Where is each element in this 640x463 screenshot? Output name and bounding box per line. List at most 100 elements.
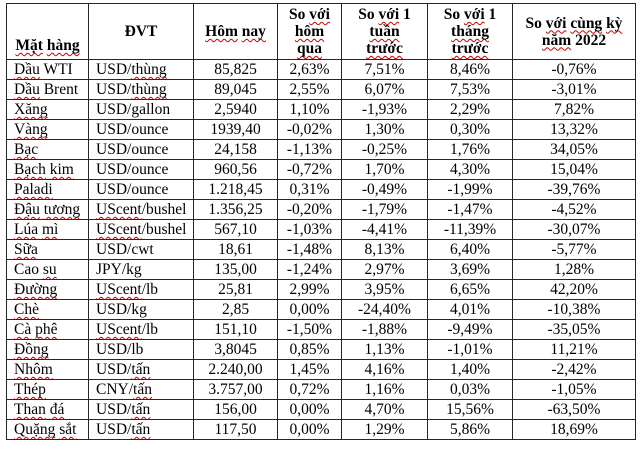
cell-name: Than đá: [6, 399, 89, 420]
cell-vs-month: 1,76%: [427, 139, 513, 160]
cell-name: Đường: [6, 279, 89, 300]
spellcheck-squiggle: hôm: [294, 23, 325, 40]
cell-vs-year2022: 42,20%: [512, 279, 636, 300]
cell-vs-week: 4,16%: [341, 359, 428, 380]
cell-name: Xăng: [6, 99, 89, 120]
cell-vs-month: 6,65%: [427, 279, 513, 300]
spellcheck-squiggle: kim: [49, 161, 74, 178]
cell-vs-yesterday: 1,10%: [277, 99, 342, 120]
cell-vs-yesterday: 0,72%: [277, 379, 342, 400]
cell-vs-yesterday: 2,99%: [277, 279, 342, 300]
column-header-name: Mặt hàng: [6, 3, 89, 60]
spellcheck-squiggle: với: [309, 6, 330, 23]
cell-vs-month: 1,40%: [427, 359, 513, 380]
cell-name: Lúa mì: [6, 219, 89, 240]
spellcheck-squiggle: UScent: [96, 321, 142, 338]
spellcheck-squiggle: tương: [43, 201, 81, 218]
cell-unit: USD/tấn: [88, 419, 194, 440]
cell-name: Nhôm: [6, 359, 89, 380]
cell-name: Dầu Brent: [6, 79, 89, 100]
cell-name: Đậu tương: [6, 199, 89, 220]
cell-vs-week: 1,70%: [341, 159, 428, 180]
cell-vs-month: 0,30%: [427, 119, 513, 140]
cell-unit: USD/lb: [88, 339, 194, 360]
table-row: Đường UScent/lb 25,81 2,99% 3,95% 6,65% 42,20%: [6, 279, 636, 300]
cell-vs-week: -0,25%: [341, 139, 428, 160]
cell-today: 960,56: [193, 159, 278, 180]
cell-name: Cà phê: [6, 319, 89, 340]
spellcheck-squiggle: Đồng: [14, 341, 49, 358]
spellcheck-squiggle: Paladi: [14, 181, 53, 198]
cell-vs-yesterday: -1,03%: [277, 219, 342, 240]
cell-vs-year2022: 34,05%: [512, 139, 636, 160]
cell-vs-yesterday: -0,72%: [277, 159, 342, 180]
cell-today: 1.218,45: [193, 179, 278, 200]
spellcheck-squiggle: thùng: [131, 61, 167, 78]
spellcheck-squiggle: Cà: [14, 321, 32, 338]
cell-today: 135,00: [193, 259, 278, 280]
cell-vs-month: 4,01%: [427, 299, 513, 320]
cell-today: 1939,40: [193, 119, 278, 140]
cell-vs-yesterday: 0,31%: [277, 179, 342, 200]
cell-vs-month: 5,86%: [427, 419, 513, 440]
cell-unit: USD/thùng: [88, 79, 194, 100]
cell-vs-yesterday: 0,85%: [277, 339, 342, 360]
spellcheck-squiggle: Xăng: [14, 101, 48, 118]
spellcheck-squiggle: tấn: [131, 361, 151, 378]
cell-name: Bạch kim: [6, 159, 89, 180]
cell-vs-yesterday: -1,50%: [277, 319, 342, 340]
cell-name: Bạc: [6, 139, 89, 160]
spellcheck-squiggle: Bạc: [14, 141, 39, 158]
spellcheck-squiggle: UScent: [96, 221, 142, 238]
cell-today: 25,81: [193, 279, 278, 300]
table-row: Đồng USD/lb 3,8045 0,85% 1,13% -1,01% 11,21%: [6, 339, 636, 360]
commodity-price-table: Mặt hàng ĐVT Hôm nay So với hôm qua So với 1 tu…: [6, 3, 636, 440]
cell-vs-month: 4,30%: [427, 159, 513, 180]
cell-vs-month: 2,29%: [427, 99, 513, 120]
cell-today: 89,045: [193, 79, 278, 100]
cell-vs-month: 0,03%: [427, 379, 513, 400]
spellcheck-squiggle: UScent: [96, 201, 142, 218]
cell-vs-month: -11,39%: [427, 219, 513, 240]
table-row: Than đá USD/tấn 156,00 0,00% 4,70% 15,56% -63,…: [6, 399, 636, 420]
spellcheck-squiggle: Đậu: [14, 201, 40, 218]
spellcheck-squiggle: tấn: [133, 381, 152, 398]
spellcheck-squiggle: kỳ: [606, 14, 623, 32]
spellcheck-squiggle: Than: [14, 401, 46, 418]
cell-today: 18,61: [193, 239, 278, 260]
cell-name: Dầu WTI: [6, 59, 89, 80]
table-row: Sữa USD/cwt 18,61 -1,48% 8,13% 6,40% -5,77%: [6, 239, 636, 260]
spellcheck-squiggle: nay: [241, 23, 266, 40]
cell-vs-month: 6,40%: [427, 239, 513, 260]
cell-vs-week: 1,30%: [341, 119, 428, 140]
cell-unit: USD/gallon: [88, 99, 194, 120]
cell-unit: USD/tấn: [88, 399, 194, 420]
spellcheck-squiggle: Lúa: [14, 221, 39, 238]
cell-vs-year2022: 13,32%: [512, 119, 636, 140]
cell-unit: USD/ounce: [88, 139, 194, 160]
cell-vs-month: 15,56%: [427, 399, 513, 420]
cell-unit: UScent/lb: [88, 319, 194, 340]
cell-vs-week: 4,70%: [341, 399, 428, 420]
spellcheck-squiggle: tấn: [131, 421, 151, 438]
cell-today: 117,50: [193, 419, 278, 440]
spellcheck-squiggle: Vàng: [14, 121, 48, 138]
cell-vs-week: 7,51%: [341, 59, 428, 80]
cell-vs-week: 1,16%: [341, 379, 428, 400]
spellcheck-squiggle: với: [378, 6, 400, 23]
table-row: Dầu Brent USD/thùng 89,045 2,55% 6,07% 7,53% -…: [6, 79, 636, 100]
cell-vs-month: 3,69%: [427, 259, 513, 280]
column-header-vs-year2022: So với cùng kỳ năm 2022: [512, 3, 636, 60]
spellcheck-squiggle: tuần: [369, 23, 400, 40]
cell-vs-yesterday: -1,24%: [277, 259, 342, 280]
table-header: Mặt hàng ĐVT Hôm nay So với hôm qua So với 1 tu…: [6, 3, 636, 60]
cell-today: 3.757,00: [193, 379, 278, 400]
cell-vs-year2022: 15,04%: [512, 159, 636, 180]
cell-today: 3,8045: [193, 339, 278, 360]
document-page: Mặt hàng ĐVT Hôm nay So với hôm qua So với 1 tu…: [0, 3, 640, 463]
cell-vs-yesterday: -0,02%: [277, 119, 342, 140]
table-row: Lúa mì UScent/bushel 567,10 -1,03% -4,41% -11…: [6, 219, 636, 240]
cell-today: 24,158: [193, 139, 278, 160]
spellcheck-squiggle: Đường: [14, 281, 58, 298]
cell-vs-year2022: -5,77%: [512, 239, 636, 260]
